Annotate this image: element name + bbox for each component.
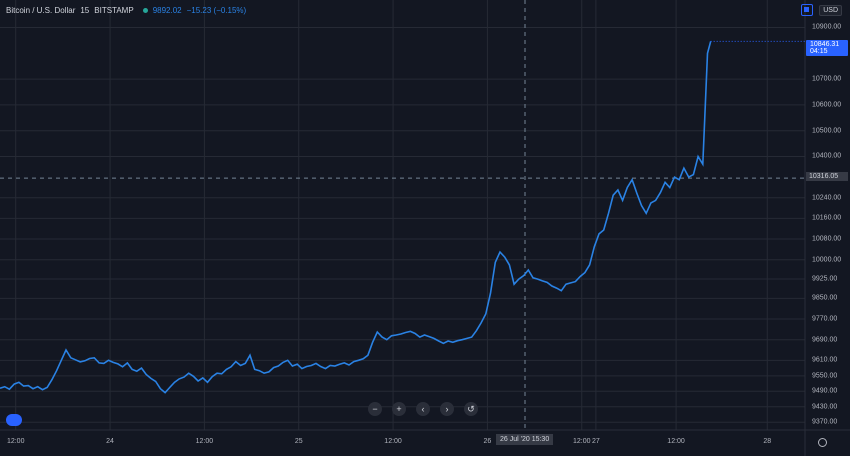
scroll-right-button[interactable]: › <box>440 402 454 416</box>
zoom-in-button[interactable]: + <box>392 402 406 416</box>
x-tick-label: 12:00 <box>384 438 402 445</box>
last-price-label: 10846.31 04:15 <box>806 40 848 56</box>
currency-button[interactable]: USD <box>819 4 842 16</box>
legend-price: 9892.02 <box>152 6 182 15</box>
y-tick-label: 9550.00 <box>812 372 838 380</box>
y-tick-label: 9430.00 <box>812 403 838 411</box>
y-tick-label: 10400.00 <box>812 152 842 160</box>
settings-gear-icon[interactable] <box>818 438 827 447</box>
y-tick-label: 10160.00 <box>812 214 842 222</box>
crosshair-price-label: 10316.05 <box>806 172 848 181</box>
x-tick-label: 24 <box>106 438 114 445</box>
y-tick-label: 9490.00 <box>812 387 838 395</box>
x-tick-label: 12:00 <box>572 438 591 445</box>
y-tick-label: 10080.00 <box>812 235 842 243</box>
x-tick-label: 26 <box>483 438 492 445</box>
scale-settings-icon[interactable] <box>801 4 814 16</box>
price-series-line[interactable] <box>0 41 712 394</box>
legend-exchange: BITSTAMP <box>94 6 134 15</box>
y-tick-label: 9370.00 <box>812 418 838 426</box>
cloud-logo-icon[interactable] <box>6 414 22 426</box>
legend-change: −15.23 (−0.15%) <box>186 6 247 15</box>
price-scale-controls: USD <box>801 4 842 16</box>
y-tick-label: 10000.00 <box>812 256 842 264</box>
y-tick-label: 10500.00 <box>812 127 842 135</box>
y-tick-label: 9850.00 <box>812 294 838 302</box>
x-tick-label: 12:00 <box>195 438 214 445</box>
zoom-out-button[interactable]: − <box>368 402 382 416</box>
y-tick-label: 9610.00 <box>812 356 838 364</box>
y-tick-label: 10900.00 <box>812 23 842 31</box>
reset-chart-button[interactable]: ↺ <box>464 402 478 416</box>
y-tick-label: 9770.00 <box>812 315 838 323</box>
x-tick-label: 27 <box>591 438 600 445</box>
y-tick-label: 10600.00 <box>812 101 842 109</box>
x-tick-label: 25 <box>294 438 303 445</box>
chart-legend: Bitcoin / U.S. Dollar 15 BITSTAMP 9892.0… <box>6 6 246 15</box>
countdown-value: 04:15 <box>810 48 828 55</box>
crosshair-time-label: 26 Jul '20 15:30 <box>496 434 554 445</box>
chart-navigation-toolbar: − + ‹ › ↺ <box>368 402 478 416</box>
legend-symbol: Bitcoin / U.S. Dollar <box>6 6 76 15</box>
x-tick-label: 28 <box>763 438 772 445</box>
market-status-icon <box>142 8 148 13</box>
y-tick-label: 10700.00 <box>812 75 842 83</box>
y-tick-label: 9690.00 <box>812 336 838 344</box>
x-tick-label: 12:00 <box>667 438 685 445</box>
y-tick-label: 9925.00 <box>812 275 838 283</box>
x-tick-label: 12:00 <box>6 438 25 445</box>
y-tick-label: 10240.00 <box>812 194 842 202</box>
scroll-left-button[interactable]: ‹ <box>416 402 430 416</box>
legend-interval: 15 <box>80 6 90 15</box>
last-price-value: 10846.31 <box>810 41 840 48</box>
